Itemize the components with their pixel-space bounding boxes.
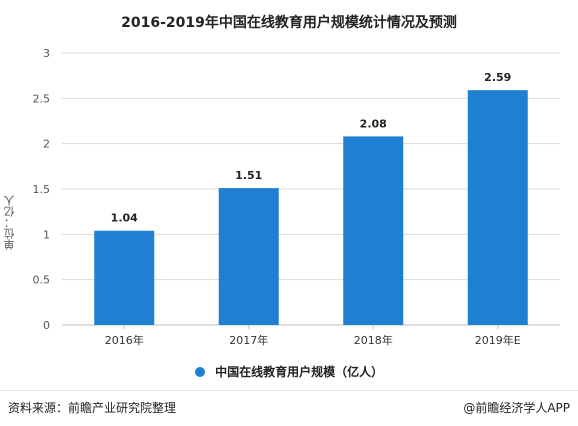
- legend-label: 中国在线教育用户规模（亿人）: [215, 365, 384, 379]
- legend: 中国在线教育用户规模（亿人）: [0, 363, 578, 380]
- chart-title: 2016-2019年中国在线教育用户规模统计情况及预测: [121, 15, 457, 31]
- x-tick-label: 2019年E: [475, 333, 521, 347]
- y-tick-label: 2: [43, 138, 50, 151]
- y-tick-label: 3: [43, 47, 50, 60]
- data-label: 2.59: [484, 71, 511, 84]
- x-tick-label: 2018年: [354, 333, 393, 347]
- y-tick-label: 2.5: [33, 92, 51, 105]
- bar: [343, 136, 404, 325]
- source-note: 资料来源：前瞻产业研究院整理: [8, 401, 177, 415]
- x-tick-label: 2016年: [105, 333, 144, 347]
- data-label: 1.04: [111, 212, 138, 225]
- bar: [467, 90, 528, 325]
- y-tick-label: 1: [43, 228, 50, 241]
- bar: [94, 230, 155, 325]
- data-label: 1.51: [235, 169, 262, 182]
- y-tick-label: 0.5: [33, 274, 51, 287]
- y-tick-label: 0: [43, 319, 50, 332]
- x-tick-label: 2017年: [229, 333, 268, 347]
- legend-swatch: [194, 367, 205, 377]
- divider: [0, 390, 578, 391]
- bar: [218, 188, 279, 325]
- brand-credit: @前瞻经济学人APP: [463, 401, 570, 415]
- data-label: 2.08: [360, 117, 387, 130]
- y-tick-label: 1.5: [33, 183, 51, 196]
